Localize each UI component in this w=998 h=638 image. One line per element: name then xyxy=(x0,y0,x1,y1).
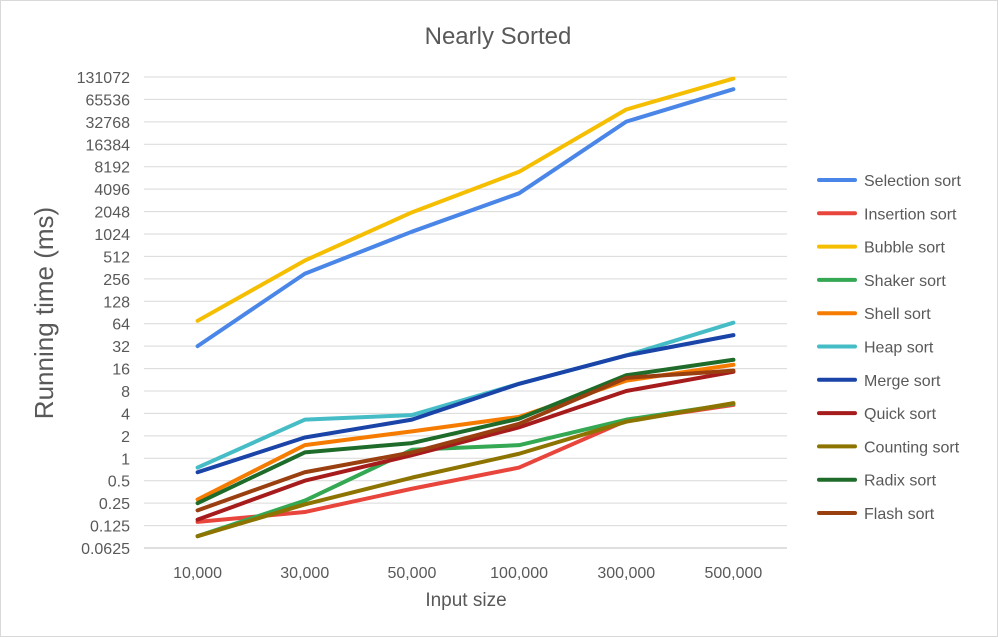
y-tick-labels: 0.0625 0.125 0.25 0.5 1 2 4 8 16 32 64 128 256 512 102… xyxy=(77,70,130,558)
y-tick-label: 4 xyxy=(121,406,130,423)
series-line-heap-sort xyxy=(195,320,736,470)
y-tick-label: 32 xyxy=(112,339,130,356)
x-tick-label: 300,000 xyxy=(597,565,655,582)
x-tick-label: 10,000 xyxy=(173,565,222,582)
legend: Selection sort Insertion sort Bubble sort S… xyxy=(817,173,961,523)
legend-label-heap-sort: Heap sort xyxy=(864,340,934,357)
legend-label-flash-sort: Flash sort xyxy=(864,506,935,523)
y-tick-label: 8192 xyxy=(94,160,130,177)
x-tick-label: 100,000 xyxy=(490,565,548,582)
x-tick-labels: 10,000 30,000 50,000 100,000 300,000 500,000 xyxy=(173,565,762,582)
y-tick-label: 1 xyxy=(121,451,130,468)
grid-layer xyxy=(144,76,787,549)
series-line-selection-sort xyxy=(195,87,736,349)
chart-title: Nearly Sorted xyxy=(425,23,572,50)
y-tick-label: 512 xyxy=(103,249,130,266)
series-line-bubble-sort xyxy=(195,76,736,323)
legend-label-insertion-sort: Insertion sort xyxy=(864,206,957,223)
y-tick-label: 32768 xyxy=(86,115,131,132)
x-tick-label: 500,000 xyxy=(704,565,762,582)
y-tick-label: 0.125 xyxy=(90,519,130,536)
legend-label-shell-sort: Shell sort xyxy=(864,306,931,323)
y-tick-label: 65536 xyxy=(86,92,131,109)
series-line-counting-sort xyxy=(195,401,736,539)
y-tick-label: 256 xyxy=(103,272,130,289)
y-tick-label: 131072 xyxy=(77,70,130,87)
y-tick-label: 2 xyxy=(121,429,130,446)
y-tick-label: 16384 xyxy=(86,137,131,154)
y-tick-label: 1024 xyxy=(94,227,130,244)
y-tick-label: 4096 xyxy=(94,182,130,199)
y-tick-label: 64 xyxy=(112,317,130,334)
series-line-merge-sort xyxy=(195,333,736,475)
series-line-flash-sort xyxy=(195,368,736,513)
y-tick-label: 8 xyxy=(121,384,130,401)
y-tick-label: 0.5 xyxy=(108,474,130,491)
series-line-radix-sort xyxy=(195,357,736,506)
x-tick-label: 50,000 xyxy=(387,565,436,582)
x-axis-title: Input size xyxy=(425,590,506,611)
y-tick-label: 16 xyxy=(112,362,130,379)
x-tick-label: 30,000 xyxy=(280,565,329,582)
y-tick-label: 2048 xyxy=(94,205,130,222)
legend-label-selection-sort: Selection sort xyxy=(864,173,961,190)
y-axis-title: Running time (ms) xyxy=(29,207,59,419)
legend-label-shaker-sort: Shaker sort xyxy=(864,273,946,290)
legend-label-merge-sort: Merge sort xyxy=(864,373,941,390)
y-tick-label: 0.25 xyxy=(99,496,130,513)
series-layer xyxy=(195,76,736,539)
legend-label-bubble-sort: Bubble sort xyxy=(864,240,945,257)
legend-label-quick-sort: Quick sort xyxy=(864,406,937,423)
legend-label-radix-sort: Radix sort xyxy=(864,473,937,490)
series-line-quick-sort xyxy=(195,369,736,522)
y-tick-label: 0.0625 xyxy=(81,541,130,558)
y-tick-label: 128 xyxy=(103,294,130,311)
legend-label-counting-sort: Counting sort xyxy=(864,439,960,456)
